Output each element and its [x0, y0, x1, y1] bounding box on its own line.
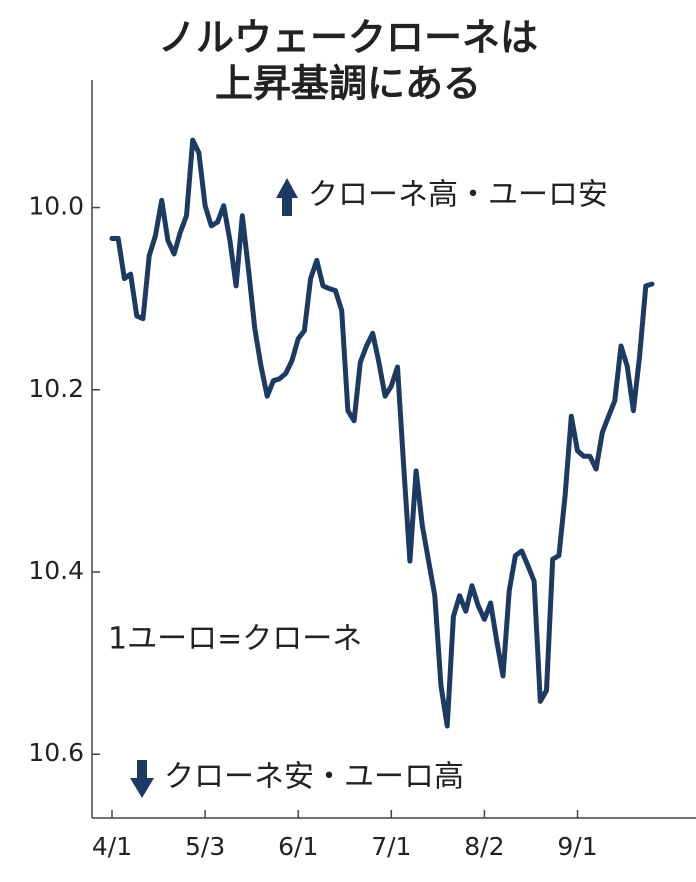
x-tick-label: 4/1 [92, 832, 132, 861]
x-tick-label: 9/1 [557, 832, 597, 861]
y-tick-label: 10.2 [28, 374, 84, 403]
annotation: クローネ高・ユーロ安 [308, 178, 608, 213]
y-tick-label: 10.4 [28, 556, 84, 585]
y-tick-label: 10.6 [28, 738, 84, 767]
x-tick-label: 6/1 [278, 832, 318, 861]
annotation: 1ユーロ=クローネ [108, 622, 362, 657]
annotation: クローネ安・ユーロ高 [164, 760, 464, 795]
price-line [109, 137, 655, 729]
chart-title: ノルウェークローネは [158, 16, 538, 60]
x-tick-label: 7/1 [371, 832, 411, 861]
x-tick-label: 5/3 [185, 832, 225, 861]
y-tick-label: 10.0 [28, 192, 84, 221]
chart-title: 上昇基調にある [215, 62, 481, 106]
down-arrow [130, 760, 154, 798]
up-arrow [276, 178, 298, 216]
x-tick-label: 8/2 [464, 832, 504, 861]
